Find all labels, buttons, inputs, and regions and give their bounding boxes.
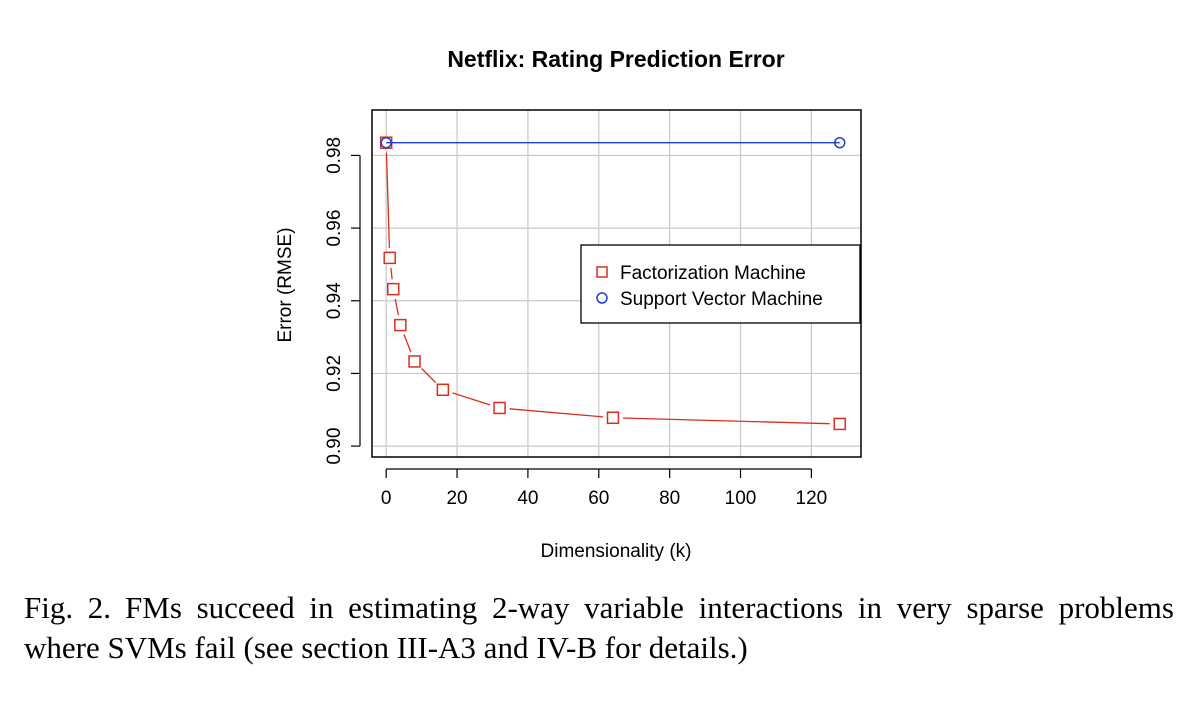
figure-caption-text: FMs succeed in estimating 2-way variable… <box>24 590 1174 665</box>
fm-point-marker <box>394 318 407 332</box>
y-tick-label: 0.92 <box>324 355 345 392</box>
series-svm <box>380 136 846 149</box>
series-line-segment <box>390 267 393 280</box>
x-tick-label: 20 <box>446 488 467 509</box>
series-line-segment <box>394 298 400 316</box>
fm-point-marker <box>493 401 506 415</box>
figure-label: Fig. 2. <box>24 590 112 625</box>
fm-point-marker <box>606 411 620 425</box>
legend-label: Support Vector Machine <box>620 289 823 310</box>
y-tick-label: 0.96 <box>324 210 345 247</box>
x-tick-label: 0 <box>381 488 392 509</box>
x-tick-label: 40 <box>517 488 538 509</box>
figure-caption: Fig. 2. FMs succeed in estimating 2-way v… <box>24 588 1174 668</box>
y-axis: 0.90 0.92 0.94 0.96 0.98 <box>324 137 361 465</box>
y-tick-label: 0.90 <box>324 428 345 465</box>
x-tick-label: 80 <box>659 488 680 509</box>
legend-box <box>580 244 861 324</box>
fm-point-marker <box>408 355 421 368</box>
series-line-segment <box>622 417 830 425</box>
svm-point-marker <box>380 136 392 149</box>
fm-point-marker <box>833 417 846 431</box>
y-axis-label: Error (RMSE) <box>275 227 296 342</box>
series-line-segment <box>403 334 412 353</box>
y-tick-label: 0.98 <box>324 137 345 174</box>
series-line-segment <box>385 152 391 248</box>
legend-label: Factorization Machine <box>620 263 806 284</box>
x-axis-label: Dimensionality (k) <box>541 541 692 562</box>
svm-point-marker <box>833 136 846 149</box>
series-line-segment <box>421 368 437 384</box>
y-tick-label: 0.94 <box>324 282 345 319</box>
fm-point-marker <box>387 282 400 296</box>
legend: Factorization Machine Support Vector Mach… <box>580 244 861 324</box>
plot-frame <box>371 109 862 458</box>
x-tick-label: 100 <box>725 488 757 509</box>
fm-point-marker <box>436 383 450 397</box>
series-line-segment <box>509 408 604 418</box>
chart-title: Netflix: Rating Prediction Error <box>447 46 784 72</box>
series-line-segment <box>452 392 491 406</box>
x-axis: 0 20 40 60 80 100 120 <box>381 468 828 509</box>
x-tick-label: 120 <box>796 488 828 509</box>
chart: Netflix: Rating Prediction Error 0 20 40 60… <box>275 46 862 562</box>
legend-svm-marker <box>596 292 608 304</box>
legend-fm-marker <box>596 266 608 278</box>
x-tick-label: 60 <box>588 488 609 509</box>
fm-point-marker <box>383 251 396 265</box>
series-layer <box>379 136 846 431</box>
